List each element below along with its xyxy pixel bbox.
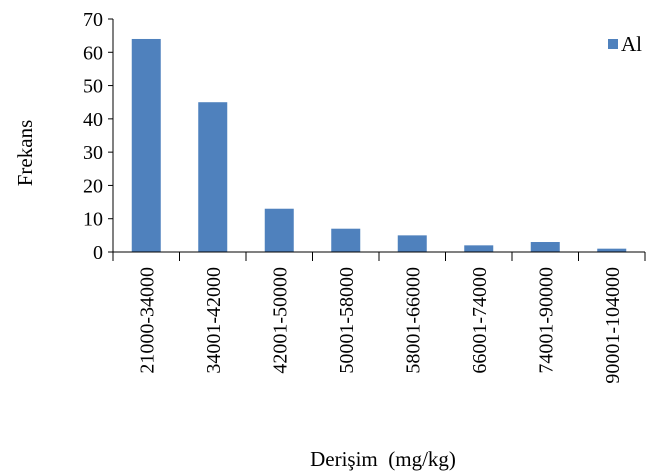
bars — [131, 38, 627, 252]
x-tick-label: 50001-58000 — [336, 267, 358, 374]
x-tick-label: 34001-42000 — [203, 267, 225, 374]
bar — [131, 38, 161, 252]
legend: Al — [608, 32, 642, 56]
y-tick-label: 0 — [93, 242, 103, 264]
y-tick-label: 60 — [83, 42, 103, 64]
x-tick-label: 58001-66000 — [402, 267, 424, 374]
bar — [597, 248, 627, 252]
bar — [264, 208, 294, 252]
y-tick-label: 70 — [83, 9, 103, 31]
y-tick-label: 30 — [83, 142, 103, 164]
bar — [198, 102, 228, 252]
bar — [464, 245, 494, 252]
legend-label: Al — [621, 32, 642, 56]
y-axis-title: Frekans — [13, 120, 37, 187]
y-tick-label: 20 — [83, 175, 103, 197]
bar — [397, 235, 427, 252]
x-tick-label: 74001-90000 — [535, 267, 557, 374]
y-tick-label: 40 — [83, 109, 103, 131]
bar — [331, 228, 361, 252]
x-tick-label: 42001-50000 — [269, 267, 291, 374]
x-axis-title: Derişim (mg/kg) — [310, 447, 456, 471]
x-tick-label: 90001-104000 — [602, 267, 624, 384]
y-axis-ticks: 0 10 20 30 40 50 60 70 — [83, 9, 113, 264]
legend-swatch — [608, 39, 618, 49]
x-axis-ticks: 21000-34000 34001-42000 42001-50000 50001-5… — [112, 252, 646, 384]
x-tick-label: 21000-34000 — [136, 267, 158, 374]
bar — [530, 242, 560, 252]
y-tick-label: 10 — [83, 209, 103, 231]
x-tick-label: 66001-74000 — [469, 267, 491, 374]
y-tick-label: 50 — [83, 76, 103, 98]
